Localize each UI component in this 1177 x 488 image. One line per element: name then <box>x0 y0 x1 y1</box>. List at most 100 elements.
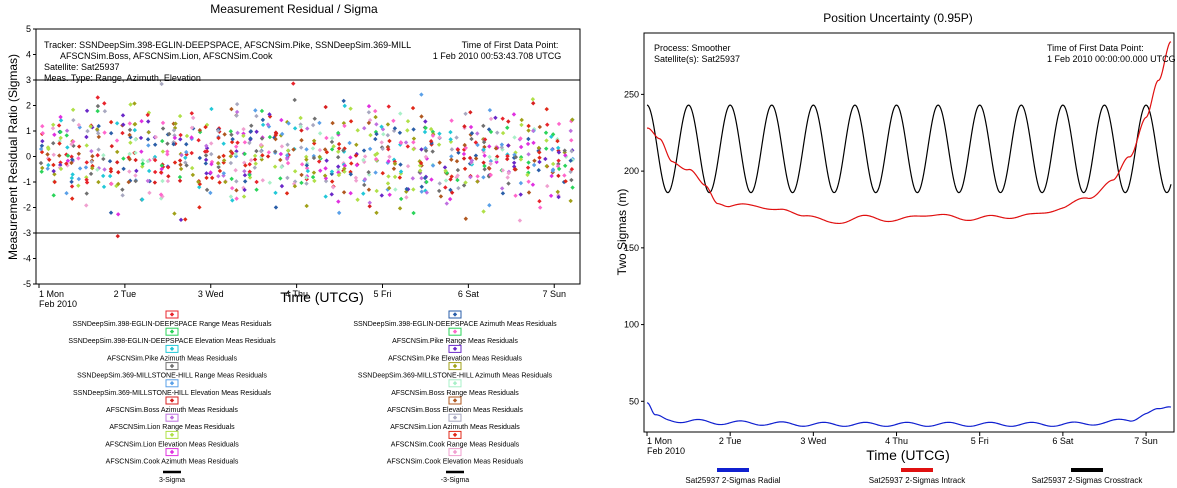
residual-point <box>165 165 171 170</box>
residual-point <box>362 154 368 159</box>
legend-label: AFSCNSim.Boss Azimuth Meas Residuals <box>106 407 238 414</box>
residual-point <box>204 171 209 176</box>
residual-point <box>463 216 469 221</box>
left-x-tick-label: 7 Sun <box>542 289 566 299</box>
residual-point <box>216 155 222 160</box>
residual-point <box>167 131 172 137</box>
residual-point <box>233 144 239 149</box>
residual-point <box>279 144 285 149</box>
residual-point <box>499 145 505 150</box>
residual-point <box>115 160 120 165</box>
residual-point <box>537 155 542 160</box>
residual-point <box>543 156 548 162</box>
residual-point <box>209 161 214 167</box>
residual-point <box>204 143 209 149</box>
residual-point <box>455 147 461 152</box>
residual-point <box>279 164 284 170</box>
residual-point <box>304 163 310 168</box>
residual-point <box>336 172 342 178</box>
residual-point <box>422 129 428 135</box>
residual-point <box>217 180 222 185</box>
residual-point <box>468 124 474 130</box>
residual-point <box>469 131 475 136</box>
left-x-tick-label: 3 Wed <box>198 289 224 299</box>
residual-point <box>235 130 240 136</box>
residual-point <box>190 115 196 121</box>
residual-point <box>323 194 328 199</box>
residual-point <box>76 176 82 182</box>
residual-point <box>177 158 183 163</box>
residual-point <box>543 130 549 135</box>
residual-point <box>549 147 555 152</box>
residual-point <box>145 112 150 118</box>
residual-point <box>526 136 531 142</box>
left-first-point-value: 1 Feb 2010 00:53:43.708 UTCG <box>433 51 562 61</box>
right-x-tick-label: 7 Sun <box>1134 436 1158 446</box>
residual-point <box>115 233 120 239</box>
legend-marker <box>452 398 458 403</box>
residual-point <box>249 123 254 128</box>
residual-point <box>411 140 416 145</box>
residual-point <box>109 181 114 187</box>
right-series-lines <box>646 41 1172 427</box>
legend-marker <box>169 312 175 317</box>
residual-point <box>84 191 89 196</box>
residual-point <box>419 176 424 181</box>
residual-point <box>39 143 45 148</box>
residual-point <box>209 151 214 157</box>
left-y-tick-label: -5 <box>23 279 31 289</box>
residual-point <box>258 149 264 154</box>
left-y-tick-label: -4 <box>23 254 31 264</box>
residual-point <box>172 160 178 165</box>
residual-point <box>248 136 253 141</box>
residual-point <box>385 133 391 138</box>
residual-point <box>179 152 184 158</box>
residual-point <box>448 129 453 135</box>
residual-point <box>120 187 125 192</box>
residual-point <box>556 145 561 151</box>
residual-point <box>190 172 196 178</box>
residual-point <box>76 151 82 156</box>
residual-point <box>197 128 203 133</box>
residual-point <box>69 160 74 166</box>
residual-point <box>209 141 214 146</box>
residual-point <box>468 110 473 115</box>
residual-point <box>398 111 403 116</box>
residual-point <box>448 177 453 182</box>
residual-point <box>475 131 480 136</box>
residual-point <box>454 135 459 140</box>
residual-point <box>336 210 342 216</box>
residual-point <box>127 132 132 138</box>
residual-point <box>184 149 189 155</box>
residual-point <box>51 141 56 146</box>
residual-point <box>265 154 271 159</box>
residual-point <box>486 165 492 171</box>
residual-point <box>229 139 235 145</box>
residual-point <box>341 120 347 126</box>
residual-point <box>335 155 341 160</box>
residual-point <box>165 178 171 184</box>
right-legend: Sat25937 2-Sigmas Radial Sat25937 2-Sigma… <box>685 468 1143 485</box>
residual-point <box>448 139 454 144</box>
residual-point <box>342 123 347 129</box>
residual-point <box>387 192 392 197</box>
residual-point <box>424 190 430 195</box>
residual-point <box>336 164 341 169</box>
residual-point <box>437 131 442 136</box>
residual-point <box>58 166 64 172</box>
residual-point <box>96 131 101 136</box>
residual-point <box>556 150 562 155</box>
residual-point <box>505 156 510 162</box>
residual-point <box>132 127 138 133</box>
residual-point <box>556 158 561 163</box>
residual-point <box>462 166 468 172</box>
residual-point <box>51 168 56 174</box>
residual-point <box>398 196 404 202</box>
residual-point <box>133 150 138 156</box>
residual-point <box>184 152 189 157</box>
residual-point <box>411 187 416 192</box>
residual-point <box>273 149 278 154</box>
residual-point <box>39 169 44 174</box>
residual-point <box>94 127 100 132</box>
residual-point <box>544 146 549 151</box>
